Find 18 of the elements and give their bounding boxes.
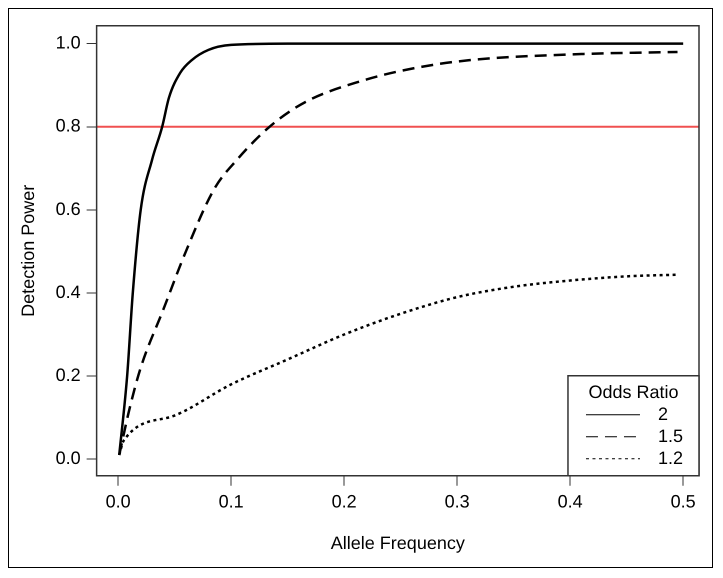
y-tick-label: 0.6	[56, 198, 81, 219]
x-tick-label: 0.2	[332, 492, 357, 512]
x-tick-label: 0.1	[218, 492, 244, 512]
legend-label: 1.5	[658, 426, 684, 446]
x-tick-label: 0.0	[106, 492, 131, 512]
x-tick-label: 0.3	[444, 492, 470, 512]
x-tick-label: 0.5	[670, 492, 696, 512]
y-axis-title: Detection Power	[18, 184, 38, 317]
x-tick-label: 0.4	[558, 492, 583, 512]
y-tick-label: 1.0	[56, 32, 81, 53]
y-tick-label: 0.8	[56, 116, 81, 136]
y-tick-label: 0.0	[56, 448, 81, 468]
legend-label: 1.2	[658, 448, 684, 468]
legend-label: 2	[658, 404, 668, 424]
y-tick-label: 0.4	[56, 282, 81, 302]
y-tick-label: 0.2	[56, 365, 81, 386]
legend-title: Odds Ratio	[588, 382, 679, 402]
x-axis-title: Allele Frequency	[330, 533, 465, 554]
